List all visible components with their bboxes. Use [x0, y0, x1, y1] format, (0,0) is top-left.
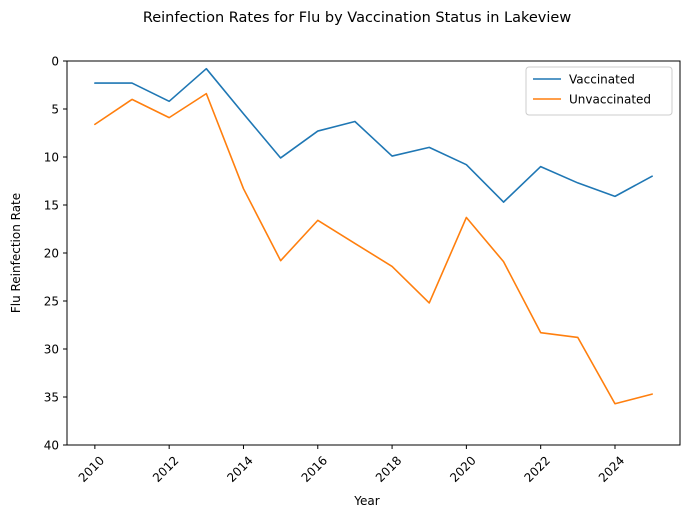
chart-title: Reinfection Rates for Flu by Vaccination… [143, 10, 572, 26]
x-tick-label: 2010 [76, 453, 107, 484]
y-axis-label: Flu Reinfection Rate [9, 193, 23, 313]
plot-area-frame [66, 60, 681, 446]
y-tick-label: 30 [44, 343, 59, 357]
y-tick-label: 40 [44, 439, 59, 453]
x-tick-label: 2012 [150, 453, 181, 484]
y-tick-label: 35 [44, 391, 59, 405]
y-axis: 0 5 10 15 20 25 30 35 40 [44, 55, 67, 453]
y-tick-label: 15 [44, 199, 59, 213]
y-tick-label: 25 [44, 295, 59, 309]
series-layer [94, 67, 653, 405]
x-tick-label: 2016 [299, 453, 330, 484]
legend-frame [525, 66, 673, 116]
series-line-unvaccinated [94, 92, 653, 405]
x-tick-label: 2020 [447, 453, 478, 484]
y-tick-label: 10 [44, 151, 59, 165]
y-tick-label: 20 [44, 247, 59, 261]
x-tick-label: 2018 [373, 453, 404, 484]
x-axis-label: Year [353, 494, 379, 508]
x-axis: 2010 2012 2014 2016 2018 2020 2022 2024 [76, 445, 627, 485]
x-tick-label: 2014 [224, 453, 255, 484]
legend-label-unvaccinated: Unvaccinated [569, 93, 651, 107]
legend: Vaccinated Unvaccinated [525, 66, 673, 116]
y-tick-label: 0 [51, 55, 59, 69]
legend-label-vaccinated: Vaccinated [569, 73, 635, 87]
x-tick-label: 2022 [522, 453, 553, 484]
series-line-vaccinated [94, 67, 653, 203]
x-tick-label: 2024 [596, 453, 627, 484]
y-tick-label: 5 [51, 103, 59, 117]
